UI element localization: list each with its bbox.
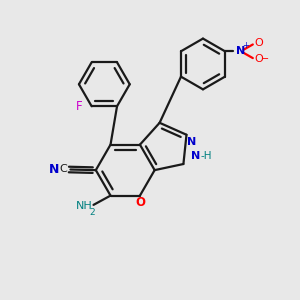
Text: O: O <box>254 38 263 48</box>
Text: N: N <box>236 46 245 56</box>
Text: N: N <box>49 163 59 176</box>
Text: C: C <box>60 164 68 174</box>
Text: -H: -H <box>201 151 212 161</box>
Text: N: N <box>190 151 200 161</box>
Text: N: N <box>188 136 197 147</box>
Text: NH: NH <box>76 201 93 212</box>
Text: +: + <box>242 41 249 50</box>
Text: −: − <box>260 54 268 64</box>
Text: 2: 2 <box>89 208 95 217</box>
Text: O: O <box>254 54 263 64</box>
Text: F: F <box>76 100 83 113</box>
Text: O: O <box>135 196 145 209</box>
